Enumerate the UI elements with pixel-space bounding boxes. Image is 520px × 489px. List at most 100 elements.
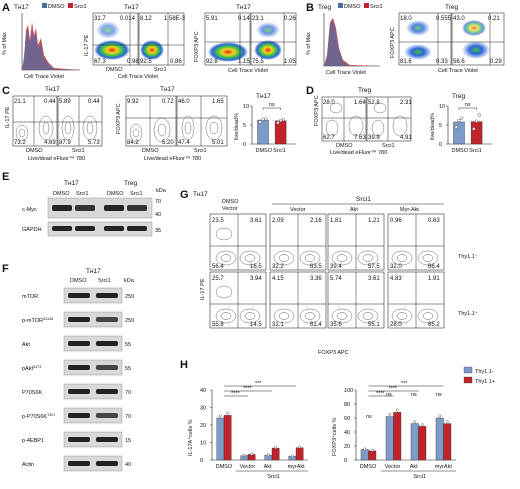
g-contour-a-3 — [391, 250, 413, 266]
blot-f-label-3: pAktS473 — [22, 365, 41, 372]
bar-d-bar-srci1 — [470, 121, 483, 145]
q-c2-srci1-ul: 46.0 — [178, 99, 190, 105]
bar-c-point-0-0 — [258, 120, 262, 124]
g-contour-a-2 — [331, 250, 353, 266]
g-q-lr-2: 57.5 — [368, 264, 380, 270]
q-b-srci1-lr: 0.29 — [490, 59, 502, 65]
panel-e-lane4: Srci1 — [130, 191, 143, 197]
g-contour-d-6 — [362, 312, 374, 320]
bar-c-point-1-1 — [279, 118, 283, 123]
blot-f-marker-3: 55 — [125, 366, 131, 372]
panel-c-pair1-xlabel: Live/dead eFluor™ 780 — [28, 156, 85, 162]
panel-e-lane2: Srci1 — [76, 191, 89, 197]
flow-plot-a2-dmso: 5.91 0.14 92.8 1.15 — [204, 12, 250, 66]
h2-ns-0: ns — [366, 414, 372, 420]
panel-e-lane3: DMSO — [107, 191, 124, 197]
q-c-dmso-ul: 21.1 — [14, 99, 26, 105]
g-q-ur-3: 0.63 — [428, 218, 440, 224]
g-q-ur-5: 3.36 — [310, 276, 322, 282]
bar-h2-pt-1-1 — [395, 408, 399, 412]
g-q-lr-6: 55.1 — [368, 322, 380, 328]
g-contour-d-5 — [304, 312, 316, 320]
g-contour-d-1 — [304, 254, 316, 262]
cond-d-srci1: Srci1 — [382, 143, 395, 149]
bar-h1-pt-0-1 — [226, 411, 230, 415]
legend-swatch-srci1 — [68, 3, 73, 8]
q-a2-dmso-lr: 1.15 — [238, 59, 250, 65]
flow-plot-d-dmso: 28.0 1.64 62.7 7.63 DMSO — [321, 96, 366, 149]
panel-a-title: Tн17 — [14, 4, 29, 11]
bar-c-ytick-label-0: 0 — [243, 142, 246, 148]
cond-c2-dmso: DMSO — [142, 148, 159, 154]
legend-h-thy11-pos: Thy1.1+ — [475, 379, 495, 385]
bar-d-title: Treg — [452, 93, 466, 100]
bar-h2-pt-3-0 — [438, 414, 442, 418]
bar-d-bar-dmso — [453, 121, 465, 145]
g-contour-e-0 — [215, 227, 233, 241]
g-contour-d-7 — [422, 312, 434, 320]
bar-h1-ytick-label-3: 30 — [200, 406, 206, 412]
bar-c-point-1-2 — [281, 118, 285, 122]
flow-plot-c2-srci1: 46.0 1.65 47.4 5.01 Srci1 — [176, 95, 228, 154]
blot-f-4 — [63, 383, 123, 400]
g-contour-a-6 — [331, 308, 353, 324]
bar-h2-sig-0: *** — [401, 381, 408, 387]
g-contour-b-0 — [220, 254, 232, 262]
cond-c-srci1: Srci1 — [72, 148, 85, 154]
q-a-srci1-ul: 8.12 — [140, 16, 152, 22]
flow-plot-b-srci1: 43.0 0.21 56.6 0.29 — [451, 12, 505, 66]
q-c-dmso-ll: 73.2 — [14, 140, 26, 146]
bar-c-ns: ns — [269, 102, 275, 108]
panel-a-pair2-xlabel: Cell Trace Violet — [228, 68, 268, 74]
flow-plot-c-srci1: 5.89 0.44 87.9 5.73 Srci1 — [57, 95, 103, 154]
histogram-a: % of Max Cell Trace Violet — [2, 13, 80, 80]
bar-h1-bar-0-0 — [216, 417, 225, 461]
g-q-lr-7: 65.2 — [428, 322, 440, 328]
histogram-b-xlabel: Cell Trace Violet — [326, 70, 366, 76]
g-contour-c-7 — [417, 308, 439, 324]
q-d-srci1-ll: 39.9 — [368, 135, 380, 141]
g-q-lr-0: 16.5 — [250, 264, 262, 270]
panel-c-pair1-title: Tн17 — [45, 86, 60, 93]
panel-c-pair2-ylabel: FOXP3 APC — [116, 103, 122, 134]
blot-f-marker-4: 70 — [125, 390, 131, 396]
q-a-dmso-ur: 0.014 — [120, 16, 136, 22]
panel-d-xlabel: Live/dead eFluor™ 780 — [330, 150, 387, 156]
bar-h2-bar-1-0 — [385, 416, 394, 461]
bar-h2-pt-2-0 — [413, 420, 417, 424]
blot-f-band-dmso-2 — [68, 341, 90, 346]
bar-h2-cat-2: Akt — [410, 464, 418, 470]
panel-e-lane1: DMSO — [53, 191, 70, 197]
bar-h2-bar-2-1 — [418, 426, 427, 461]
panel-c-pair2-xlabel: Live/dead eFluor™ 780 — [144, 156, 201, 162]
bar-h1-ytick-label-1: 10 — [200, 441, 206, 447]
g-contour-c-2 — [357, 250, 379, 266]
blot-f-label-7: Actin — [22, 462, 34, 468]
bar-h1-ytick-label-0: 0 — [200, 458, 203, 464]
bar-d-sig-bracket — [458, 107, 477, 110]
bar-chart-h-il17a: IL-17A⁺cells % 0 10 20 30 40 DMSO Vector Akt myrA… — [187, 381, 308, 480]
g-q-ul-7: 4.83 — [390, 276, 402, 282]
q-b-dmso-ul: 18.0 — [400, 16, 412, 22]
g-contour-d-0 — [244, 254, 256, 262]
g-q-ul-1: 2.09 — [272, 218, 284, 224]
q-c2-dmso-lr: 5.20 — [162, 140, 174, 146]
blot-c-myc-m2: 40 — [155, 212, 161, 218]
legend-dmso: DMSO — [48, 4, 65, 10]
g-contour-a-0 — [215, 250, 237, 266]
bar-h1-pt-3-1 — [298, 445, 301, 449]
legend-swatch-dmso — [42, 3, 47, 8]
bar-h2-pt-2-1 — [420, 423, 424, 427]
bar-chart-h-foxp3: FOXP3⁺cells % 0 20 40 60 80 100 DMSO Vector Akt my… — [331, 381, 456, 480]
q-c2-srci1-lr: 5.01 — [212, 140, 224, 146]
panel-d-ylabel: FOXP3 APC — [314, 95, 320, 126]
bar-c-ytick-label-1: 5 — [243, 123, 246, 129]
blot-f-band-dmso-0 — [68, 293, 90, 298]
g-contour-c-4 — [239, 308, 261, 324]
q-a2-dmso-ul: 5.91 — [206, 16, 218, 22]
bar-h2-pt-0-0 — [363, 447, 367, 451]
bar-h2-cat-0: DMSO — [360, 464, 377, 470]
bar-h2-cat-3: myrAkt — [435, 464, 453, 470]
flow-plot-c-dmso: 21.1 0.44 73.2 4.69 DMSO — [12, 95, 58, 154]
panel-f-title: Tн17 — [86, 268, 101, 275]
